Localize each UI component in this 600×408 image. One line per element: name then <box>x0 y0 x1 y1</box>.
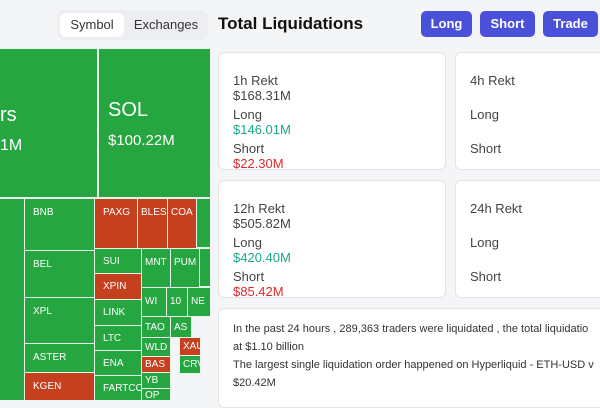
cell-value: 1M <box>0 137 23 154</box>
cell-label: YB <box>145 375 159 386</box>
summary-line: In the past 24 hours , 289,363 traders w… <box>233 323 589 335</box>
cell-label: LTC <box>103 332 122 344</box>
card: 4h Rekt Long Short <box>455 52 600 170</box>
cell-label: BLES <box>141 207 167 218</box>
treemap-cell[interactable]: KGEN <box>24 372 95 400</box>
treemap-cell[interactable]: MNT <box>141 248 171 288</box>
short-label: Short $22.30M <box>233 141 431 171</box>
cell-label: ENA <box>103 357 124 369</box>
short-value: $22.30M <box>233 156 284 171</box>
cell-label: NE <box>191 296 205 307</box>
summary-line: at $1.10 billion <box>233 341 304 353</box>
card: 12h Rekt $505.82M Long $420.40M Short $85.42M <box>218 180 446 299</box>
card-title: 12h Rekt $505.82M <box>233 201 431 231</box>
treemap-cell[interactable]: SOL $100.22M <box>98 48 210 198</box>
cell-label: KGEN <box>33 381 62 392</box>
card-title: 4h Rekt <box>470 73 515 88</box>
tab-bar: Symbol Exchanges <box>57 10 208 40</box>
card-total: $168.31M <box>233 88 291 103</box>
treemap-cell[interactable]: SUI <box>94 248 142 274</box>
cell-label: MNT <box>145 257 167 268</box>
page-title: Total Liquidations <box>218 14 364 33</box>
button[interactable]: Long <box>421 11 472 37</box>
treemap-cell[interactable]: WI <box>141 287 167 317</box>
cell-label: CRV <box>183 359 200 370</box>
long-label: Long <box>470 107 499 122</box>
treemap-cell[interactable]: COA <box>167 198 197 249</box>
treemap-cell[interactable]: PUM <box>170 248 200 288</box>
treemap-cell[interactable]: LTC <box>94 325 142 351</box>
short-label: Short <box>470 141 502 156</box>
cell-label: BEL <box>33 259 52 270</box>
cell-label: rs <box>0 104 17 126</box>
cell-label: PUM <box>174 257 197 268</box>
treemap-cell[interactable]: BAS <box>141 356 171 373</box>
cell-label: TAO <box>145 321 165 333</box>
treemap-cell[interactable]: 10 <box>166 287 188 317</box>
cell-label: SOL <box>108 99 149 121</box>
tab[interactable]: Symbol <box>60 13 124 37</box>
cell-label: WI <box>145 296 158 307</box>
card-title: 24h Rekt <box>470 201 523 216</box>
treemap-cell[interactable]: FARTCO <box>94 375 142 400</box>
cell-label: ASTER <box>33 352 67 363</box>
treemap-cell[interactable]: CRV <box>179 355 201 374</box>
card: 1h Rekt $168.31M Long $146.01M Short $22.30M <box>218 52 446 171</box>
long-label: Long $146.01M <box>233 107 431 137</box>
treemap-cell[interactable]: XPL <box>24 297 95 344</box>
treemap-cell[interactable]: ENA <box>94 350 142 376</box>
treemap-cell[interactable]: TAO <box>141 316 171 338</box>
card-title: 1h Rekt $168.31M <box>233 73 431 103</box>
cell-label: SUI <box>103 255 120 267</box>
treemap-cell[interactable]: ASTER <box>24 343 95 373</box>
treemap-cell[interactable]: PAXG <box>94 198 138 249</box>
treemap-cell[interactable]: XPIN <box>94 273 142 300</box>
treemap-cell[interactable]: YB <box>141 372 171 389</box>
cell-label: PAXG <box>103 207 131 218</box>
cell-label: XPL <box>33 306 52 317</box>
treemap-cell[interactable]: AS <box>170 316 192 338</box>
short-label: Short <box>470 269 502 284</box>
treemap-cell[interactable] <box>0 198 25 400</box>
cell-label: FARTCO <box>103 383 142 394</box>
card: 24h Rekt Long Short <box>455 180 600 298</box>
cell-label: BNB <box>33 207 54 218</box>
long-value: $146.01M <box>233 122 291 137</box>
button[interactable]: Trade <box>543 11 598 37</box>
treemap-cell[interactable] <box>199 248 210 287</box>
summary-card: In the past 24 hours , 289,363 traders w… <box>218 308 600 408</box>
cell-label: WLD <box>145 341 168 353</box>
treemap-cell[interactable]: BNB <box>24 198 95 251</box>
cell-label: OP <box>145 390 160 400</box>
card-total: $505.82M <box>233 216 291 231</box>
tab[interactable]: Exchanges <box>133 17 199 32</box>
treemap-cell[interactable]: BEL <box>24 250 95 298</box>
short-value: $85.42M <box>233 284 284 299</box>
cell-label: BAS <box>145 359 166 370</box>
long-value: $420.40M <box>233 250 291 265</box>
cell-label: XPIN <box>103 281 127 292</box>
treemap-cell[interactable]: BLES <box>137 198 168 249</box>
cell-label: LINK <box>103 307 126 318</box>
summary-line: $20.42M <box>233 377 276 389</box>
treemap-cell[interactable]: WLD <box>141 337 171 357</box>
summary-line: The largest single liquidation order hap… <box>233 359 594 371</box>
cell-label: 10 <box>170 296 182 307</box>
long-label: Long $420.40M <box>233 235 431 265</box>
short-label: Short $85.42M <box>233 269 431 299</box>
treemap-cell[interactable] <box>196 198 210 248</box>
treemap-cell[interactable]: NE <box>187 287 210 317</box>
treemap-cell[interactable]: rs 1M <box>0 48 98 198</box>
cell-label: XAU <box>183 341 200 352</box>
treemap-cell[interactable]: XAU <box>179 337 201 356</box>
treemap-cell[interactable]: LINK <box>94 299 142 326</box>
cell-label: AS <box>174 321 188 333</box>
button[interactable]: Short <box>480 11 535 37</box>
cell-label: COA <box>171 207 193 218</box>
long-label: Long <box>470 235 499 250</box>
treemap-cell[interactable]: OP <box>141 388 171 400</box>
treemap: rs 1M SOL $100.22M BNB BEL XPL ASTER KGEN PAX… <box>0 48 210 400</box>
cell-value: $100.22M <box>108 132 175 149</box>
